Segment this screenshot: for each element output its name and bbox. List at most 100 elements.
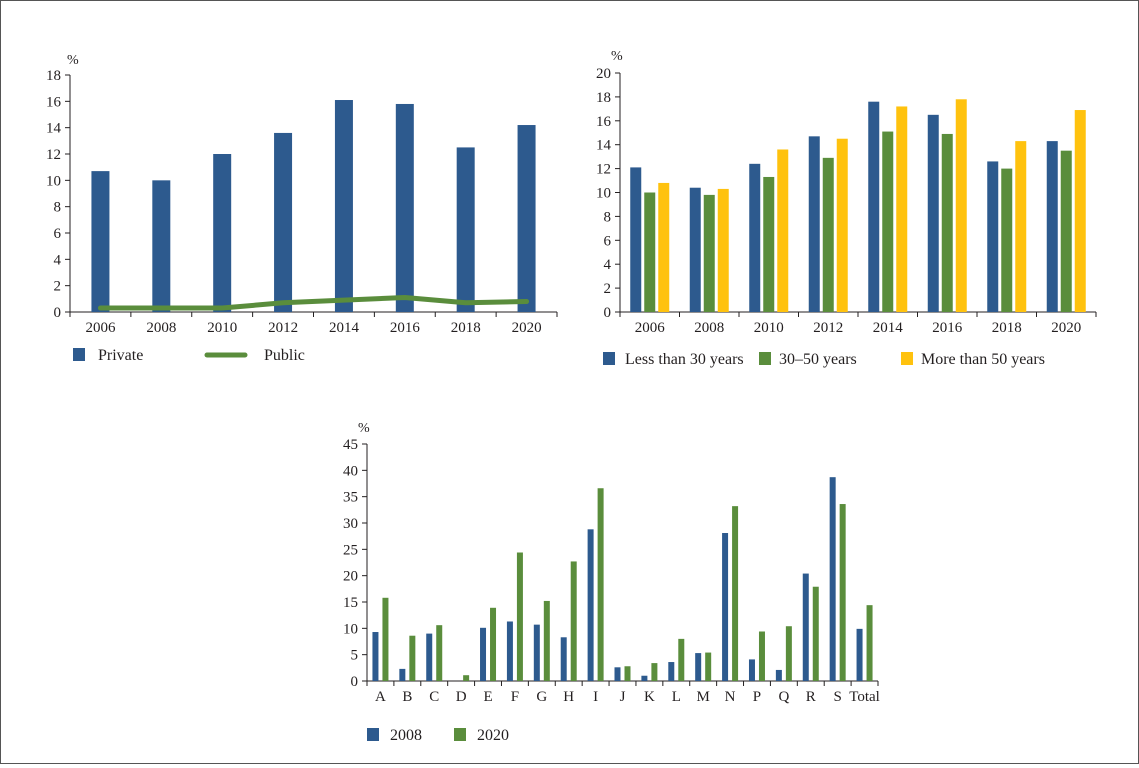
x-tick-label: A (375, 689, 386, 705)
y-tick-label: 10 (46, 173, 61, 189)
bar-2018-series-2 (1001, 169, 1012, 312)
y-tick-label: 8 (54, 200, 62, 216)
bar-E-series-1 (480, 628, 486, 681)
bar-2010-series-1 (213, 154, 231, 312)
x-tick-label: D (456, 689, 467, 705)
x-tick-label: 2018 (451, 320, 481, 336)
bar-2018-series-3 (1015, 141, 1026, 312)
x-tick-label: C (429, 689, 439, 705)
y-tick-label: 15 (343, 595, 358, 611)
bar-G-series-1 (534, 625, 540, 681)
bar-B-series-2 (409, 636, 415, 681)
x-tick-label: 2020 (512, 320, 542, 336)
bar-2010-series-3 (777, 149, 788, 312)
y-tick-label: 12 (596, 162, 611, 178)
bar-Total-series-2 (867, 605, 873, 681)
x-tick-label: G (536, 689, 547, 705)
y-tick-label: 45 (343, 437, 358, 453)
bar-K-series-1 (641, 676, 647, 681)
bar-A-series-2 (382, 598, 388, 681)
legend-label: Public (264, 347, 305, 364)
y-tick-label: 20 (343, 569, 358, 585)
legend-label: 2008 (390, 727, 422, 744)
x-tick-label: 2006 (85, 320, 116, 336)
bar-S-series-1 (830, 477, 836, 681)
y-tick-label: 40 (343, 463, 358, 479)
legend-swatch-3 (901, 352, 913, 365)
bar-2016-series-2 (942, 134, 953, 312)
y-tick-label: 16 (46, 94, 62, 110)
bar-2020-series-1 (1047, 141, 1058, 312)
bar-2006-series-1 (630, 167, 641, 312)
bar-H-series-2 (571, 561, 577, 681)
y-tick-label: 0 (604, 305, 612, 321)
x-tick-label: 2012 (813, 320, 843, 336)
legend-swatch-2 (759, 352, 771, 365)
y-unit-label: % (67, 53, 79, 68)
bar-2012-series-1 (274, 133, 292, 312)
bar-2018-series-1 (457, 147, 475, 312)
bar-E-series-2 (490, 608, 496, 681)
x-tick-label: M (697, 689, 710, 705)
y-tick-label: 14 (46, 121, 62, 137)
bar-R-series-2 (813, 587, 819, 681)
bar-2008-series-1 (690, 188, 701, 312)
y-tick-label: 6 (54, 226, 62, 242)
bar-P-series-2 (759, 631, 765, 681)
x-tick-label: H (563, 689, 574, 705)
x-tick-label: S (833, 689, 841, 705)
bar-J-series-1 (615, 667, 621, 681)
x-tick-label: 2008 (146, 320, 176, 336)
x-tick-label: P (753, 689, 761, 705)
x-tick-label: E (483, 689, 492, 705)
x-tick-label: L (672, 689, 681, 705)
bar-2014-series-1 (335, 100, 353, 312)
x-tick-label: 2010 (207, 320, 237, 336)
x-tick-label: Total (849, 689, 880, 705)
y-tick-label: 16 (596, 114, 612, 130)
bar-L-series-2 (678, 639, 684, 681)
bar-B-series-1 (399, 669, 405, 681)
bar-2012-series-2 (823, 158, 834, 312)
y-tick-label: 4 (54, 252, 62, 268)
y-tick-label: 6 (604, 233, 612, 249)
bar-N-series-1 (722, 533, 728, 681)
bar-2018-series-1 (987, 161, 998, 312)
y-tick-label: 2 (604, 281, 612, 297)
y-tick-label: 5 (351, 648, 359, 664)
bar-Q-series-2 (786, 626, 792, 681)
bar-P-series-1 (749, 659, 755, 681)
x-tick-label: 2008 (694, 320, 724, 336)
x-tick-label: 2010 (754, 320, 784, 336)
bar-I-series-1 (588, 529, 594, 681)
y-tick-label: 10 (596, 186, 611, 202)
bar-2012-series-1 (809, 136, 820, 312)
y-tick-label: 14 (596, 138, 612, 154)
bar-L-series-1 (668, 662, 674, 681)
bar-M-series-2 (705, 653, 711, 681)
legend-swatch-2 (454, 728, 466, 741)
y-tick-label: 30 (343, 516, 358, 532)
x-tick-label: 2012 (268, 320, 298, 336)
x-tick-label: 2020 (1051, 320, 1081, 336)
bar-2020-series-2 (1061, 151, 1072, 312)
legend-label: Less than 30 years (625, 351, 744, 368)
bar-2010-series-2 (763, 177, 774, 312)
y-tick-label: 4 (604, 257, 612, 273)
bar-R-series-1 (803, 574, 809, 681)
x-tick-label: 2016 (390, 320, 421, 336)
bar-2016-series-1 (928, 115, 939, 312)
legend-label: More than 50 years (921, 351, 1045, 368)
bar-2014-series-2 (882, 132, 893, 312)
bar-2020-series-3 (1075, 110, 1086, 312)
bar-2006-series-3 (658, 183, 669, 312)
bar-A-series-1 (372, 632, 378, 681)
bar-2008-series-2 (704, 195, 715, 312)
bar-Total-series-1 (857, 629, 863, 681)
bar-Q-series-1 (776, 670, 782, 681)
bar-S-series-2 (840, 504, 846, 681)
legend-swatch-1 (73, 348, 85, 361)
y-tick-label: 25 (343, 542, 358, 558)
x-tick-label: 2018 (992, 320, 1022, 336)
